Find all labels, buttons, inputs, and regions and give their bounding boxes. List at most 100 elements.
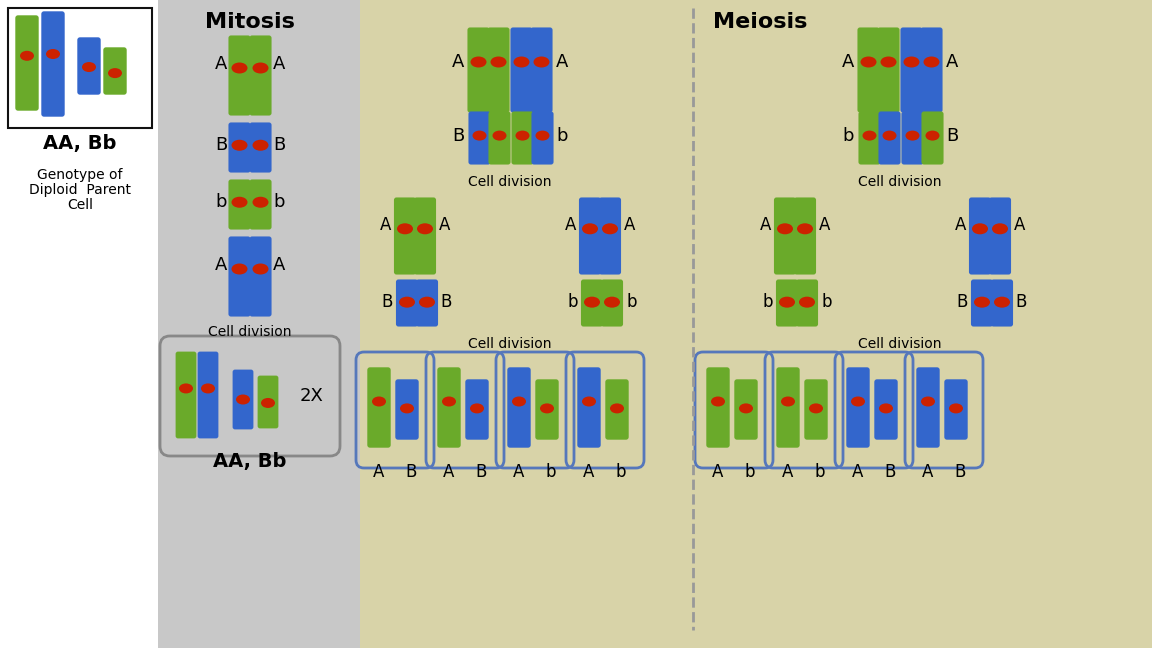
- Ellipse shape: [372, 397, 386, 406]
- FancyBboxPatch shape: [250, 36, 272, 115]
- Ellipse shape: [108, 68, 122, 78]
- Text: A: A: [373, 463, 385, 481]
- Ellipse shape: [920, 397, 935, 406]
- Text: Diploid  Parent: Diploid Parent: [29, 183, 131, 197]
- FancyBboxPatch shape: [971, 279, 993, 327]
- Ellipse shape: [776, 224, 793, 235]
- Ellipse shape: [924, 56, 940, 67]
- FancyBboxPatch shape: [988, 198, 1011, 275]
- FancyBboxPatch shape: [488, 111, 510, 165]
- Text: A: A: [712, 463, 723, 481]
- Text: A: A: [923, 463, 933, 481]
- Text: Genotype of: Genotype of: [37, 168, 123, 182]
- Ellipse shape: [582, 224, 598, 235]
- Text: Cell division: Cell division: [209, 325, 291, 339]
- Text: b: b: [556, 126, 568, 145]
- FancyBboxPatch shape: [945, 379, 968, 440]
- Ellipse shape: [236, 395, 250, 404]
- Ellipse shape: [799, 297, 814, 308]
- Text: B: B: [946, 126, 958, 145]
- Ellipse shape: [992, 224, 1008, 235]
- FancyBboxPatch shape: [969, 198, 991, 275]
- FancyBboxPatch shape: [15, 16, 39, 111]
- Ellipse shape: [252, 140, 268, 151]
- Ellipse shape: [880, 56, 896, 67]
- FancyBboxPatch shape: [250, 179, 272, 229]
- FancyBboxPatch shape: [531, 111, 554, 165]
- Ellipse shape: [470, 56, 486, 67]
- Ellipse shape: [540, 404, 554, 413]
- FancyBboxPatch shape: [706, 367, 729, 448]
- Ellipse shape: [973, 297, 990, 308]
- FancyBboxPatch shape: [536, 379, 559, 440]
- FancyBboxPatch shape: [414, 198, 437, 275]
- Text: A: A: [444, 463, 455, 481]
- Text: A: A: [624, 216, 635, 234]
- Text: b: b: [616, 463, 627, 481]
- Text: A: A: [273, 55, 286, 73]
- FancyBboxPatch shape: [228, 36, 250, 115]
- Ellipse shape: [179, 384, 194, 393]
- Text: b: b: [273, 193, 285, 211]
- Text: B: B: [215, 136, 227, 154]
- FancyBboxPatch shape: [902, 111, 924, 165]
- Text: b: b: [627, 293, 637, 311]
- Text: 2X: 2X: [300, 387, 324, 405]
- FancyBboxPatch shape: [468, 27, 490, 113]
- FancyBboxPatch shape: [367, 367, 391, 448]
- Text: B: B: [381, 293, 393, 311]
- Ellipse shape: [882, 131, 896, 141]
- Text: Cell division: Cell division: [468, 337, 552, 351]
- Text: A: A: [946, 53, 958, 71]
- Text: A: A: [583, 463, 594, 481]
- Ellipse shape: [397, 224, 414, 235]
- Ellipse shape: [611, 404, 624, 413]
- Ellipse shape: [252, 62, 268, 73]
- Text: A: A: [214, 256, 227, 274]
- Text: AA, Bb: AA, Bb: [213, 452, 287, 472]
- Text: B: B: [885, 463, 896, 481]
- FancyBboxPatch shape: [878, 27, 900, 113]
- FancyBboxPatch shape: [77, 38, 100, 95]
- Ellipse shape: [602, 224, 617, 235]
- Ellipse shape: [46, 49, 60, 59]
- Text: AA, Bb: AA, Bb: [44, 133, 116, 152]
- FancyBboxPatch shape: [794, 198, 816, 275]
- Ellipse shape: [809, 404, 823, 413]
- Ellipse shape: [442, 397, 456, 406]
- Ellipse shape: [232, 197, 248, 208]
- FancyBboxPatch shape: [487, 27, 509, 113]
- FancyBboxPatch shape: [396, 279, 418, 327]
- Text: A: A: [852, 463, 864, 481]
- Ellipse shape: [604, 297, 620, 308]
- FancyBboxPatch shape: [511, 111, 533, 165]
- Text: A: A: [439, 216, 450, 234]
- Text: Meiosis: Meiosis: [713, 12, 808, 32]
- Text: Cell division: Cell division: [858, 337, 941, 351]
- FancyBboxPatch shape: [796, 279, 818, 327]
- Ellipse shape: [82, 62, 96, 72]
- Bar: [359, 0, 1152, 648]
- Text: b: b: [814, 463, 825, 481]
- Ellipse shape: [905, 131, 919, 141]
- FancyBboxPatch shape: [774, 198, 796, 275]
- FancyBboxPatch shape: [879, 111, 901, 165]
- Text: b: b: [842, 126, 854, 145]
- FancyBboxPatch shape: [228, 122, 250, 172]
- Ellipse shape: [994, 297, 1010, 308]
- Ellipse shape: [949, 404, 963, 413]
- Ellipse shape: [514, 56, 530, 67]
- FancyBboxPatch shape: [991, 279, 1013, 327]
- Ellipse shape: [511, 397, 526, 406]
- FancyBboxPatch shape: [734, 379, 758, 440]
- FancyBboxPatch shape: [250, 122, 272, 172]
- Text: Cell: Cell: [67, 198, 93, 212]
- Ellipse shape: [903, 56, 919, 67]
- Ellipse shape: [582, 397, 596, 406]
- Text: A: A: [955, 216, 967, 234]
- FancyBboxPatch shape: [579, 198, 601, 275]
- Ellipse shape: [533, 56, 550, 67]
- Ellipse shape: [417, 224, 433, 235]
- Ellipse shape: [200, 384, 215, 393]
- Ellipse shape: [972, 224, 988, 235]
